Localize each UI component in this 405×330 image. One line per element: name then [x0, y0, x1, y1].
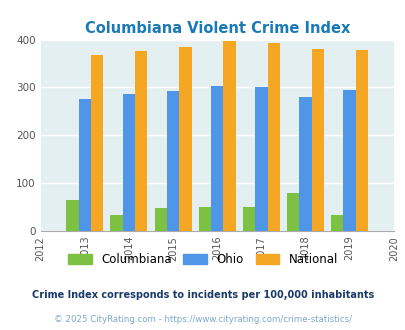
Bar: [286, 193, 298, 231]
Text: Crime Index corresponds to incidents per 100,000 inhabitants: Crime Index corresponds to incidents per…: [32, 290, 373, 300]
Bar: [343, 90, 355, 231]
Bar: [223, 41, 235, 231]
Bar: [198, 207, 211, 231]
Bar: [166, 91, 179, 231]
Bar: [154, 208, 166, 231]
Bar: [211, 86, 223, 231]
Bar: [311, 49, 323, 231]
Bar: [135, 51, 147, 231]
Bar: [79, 99, 91, 231]
Bar: [298, 97, 311, 231]
Bar: [110, 215, 122, 231]
Title: Columbiana Violent Crime Index: Columbiana Violent Crime Index: [84, 21, 349, 36]
Bar: [330, 215, 343, 231]
Bar: [255, 87, 267, 231]
Text: © 2025 CityRating.com - https://www.cityrating.com/crime-statistics/: © 2025 CityRating.com - https://www.city…: [54, 315, 351, 324]
Bar: [91, 55, 103, 231]
Bar: [179, 47, 191, 231]
Bar: [355, 50, 367, 231]
Legend: Columbiana, Ohio, National: Columbiana, Ohio, National: [63, 248, 342, 271]
Bar: [242, 207, 255, 231]
Bar: [122, 94, 135, 231]
Bar: [267, 43, 279, 231]
Bar: [66, 200, 79, 231]
